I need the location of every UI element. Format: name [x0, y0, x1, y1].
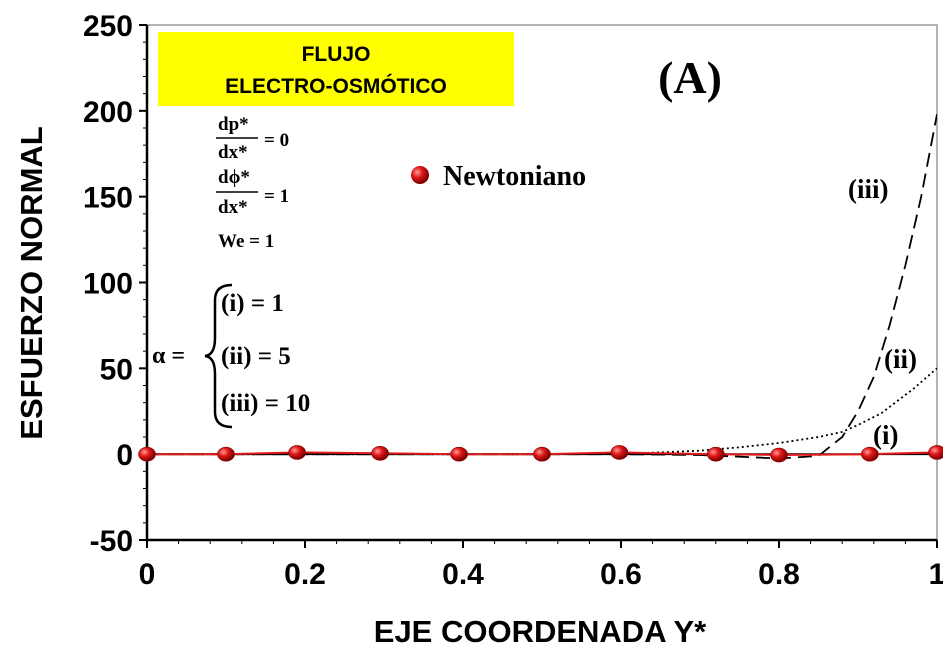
x-tick-label: 0.8	[758, 558, 800, 591]
newtonian-point	[371, 446, 389, 461]
y-tick-label: 0	[116, 439, 133, 472]
x-tick-label: 0	[139, 558, 156, 591]
banner-line1: FLUJO	[302, 43, 371, 66]
x-tick-label: 1	[929, 558, 943, 591]
banner-line2: ELECTRO-OSMÓTICO	[225, 74, 447, 98]
y-axis-title: ESFUERZO NORMAL	[14, 126, 49, 439]
newtonian-point	[770, 447, 788, 463]
axis-ticks	[139, 24, 938, 548]
y-tick-label: 250	[83, 10, 133, 43]
newtonian-point	[217, 446, 235, 462]
newtonian-point	[450, 446, 468, 462]
eq1-rhs: = 0	[264, 130, 289, 151]
y-tick-label: 200	[83, 96, 133, 129]
panel-letter: (A)	[658, 52, 722, 103]
x-tick-label: 0.4	[442, 558, 484, 591]
y-tick-label: 50	[100, 353, 133, 386]
newtonian-point	[610, 445, 629, 460]
curve-label-i: (i)	[873, 420, 898, 450]
case-i: (i) = 1	[221, 290, 284, 317]
curve-label-iii: (iii)	[848, 174, 889, 204]
newtonian-point	[928, 445, 943, 460]
legend-label: Newtoniano	[443, 161, 586, 192]
newtonian-point	[533, 446, 551, 462]
eq1-denominator: dx*	[218, 142, 248, 163]
curve-label-ii: (ii)	[884, 344, 917, 374]
case-ii: (ii) = 5	[221, 343, 291, 370]
eq1-numerator: dp*	[218, 114, 249, 135]
alpha-brace	[204, 283, 233, 429]
alpha-label: α =	[152, 343, 185, 369]
x-tick-label: 0.2	[284, 558, 326, 591]
case-iii: (iii) = 10	[221, 390, 310, 417]
newtonian-point	[138, 446, 156, 462]
x-tick-label: 0.6	[600, 558, 642, 591]
y-tick-label: 150	[83, 182, 133, 215]
legend-marker	[411, 166, 429, 184]
eq2-rhs: = 1	[264, 186, 289, 207]
banner-box	[158, 32, 514, 106]
newtonian-point	[288, 445, 306, 460]
eq2-denominator: dx*	[218, 197, 248, 218]
newtonian-point	[861, 446, 879, 462]
x-axis-title: EJE COORDENADA Y*	[374, 614, 707, 649]
eq2-numerator: dϕ*	[218, 167, 250, 188]
y-tick-label: 100	[83, 268, 133, 301]
y-tick-label: -50	[90, 525, 133, 558]
eq3-weissenberg: We = 1	[218, 231, 274, 252]
newtonian-point	[706, 446, 725, 462]
series-line-iii	[147, 114, 937, 460]
newtonian-markers	[138, 445, 943, 463]
